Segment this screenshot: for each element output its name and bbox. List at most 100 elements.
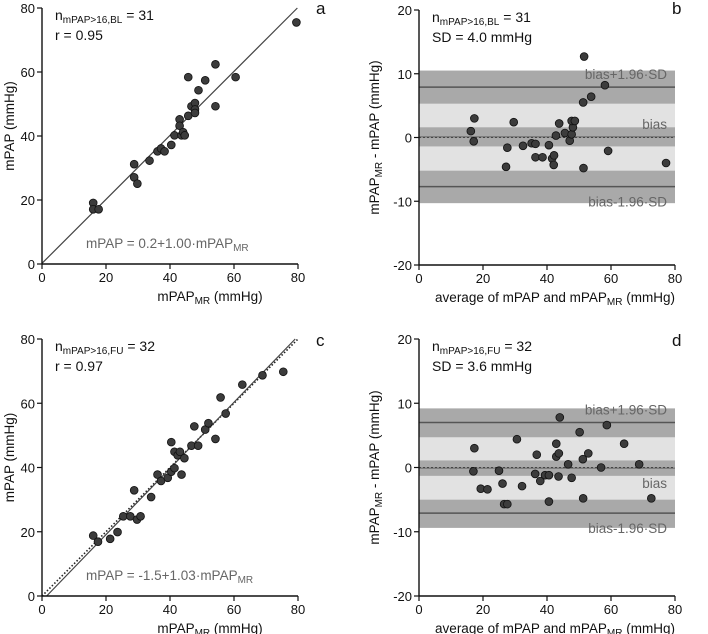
y-tick-label: -10 [393,525,412,540]
data-point [175,121,184,131]
data-point [579,52,589,61]
y-tick-label: 10 [398,396,412,411]
data-point [145,156,154,165]
data-point [517,481,527,491]
data-point [183,72,193,82]
panel-letter: c [316,331,325,350]
data-point [94,204,103,214]
x-axis-label: mPAPMR (mmHg) [157,289,262,307]
y-tick-label: -10 [393,194,412,209]
panel-letter: b [672,0,681,18]
data-point [535,476,545,486]
data-point [503,499,512,509]
data-point [177,470,186,479]
x-tick-label: 60 [604,602,618,617]
text-part: MR [233,243,249,254]
data-point [596,463,606,472]
data-point [170,131,179,140]
text-part: MR [607,628,623,634]
upper-loa-label: bias+1.96·SD [585,403,667,418]
data-point [600,80,610,90]
text-part: mPAP>16,FU [63,346,124,357]
data-point [133,179,142,188]
data-point [204,418,213,428]
data-point [170,463,179,473]
data-point [129,486,139,495]
text-part: n [432,338,440,354]
text-part: MR [195,296,211,307]
x-axis-label: mPAPMR (mmHg) [157,621,262,634]
text-part: mPAP [367,177,382,214]
text-part: - mPAP (mmHg) [367,60,382,162]
data-point [211,434,220,444]
sd-annotation: SD = 4.0 mmHg [432,29,532,45]
x-tick-label: 0 [415,602,422,617]
text-part: mPAP [367,507,382,544]
data-point [146,492,156,502]
lower-loa-label: bias-1.96·SD [588,521,667,536]
panel-letter: d [672,331,681,350]
text-part: = 32 [500,338,532,354]
data-point [544,140,554,150]
data-point [136,512,145,521]
data-point [544,470,554,480]
y-tick-label: 20 [21,193,35,208]
sample-size-annotation: nmPAP>16,FU = 32 [432,338,532,357]
data-point [619,439,629,449]
data-point [494,466,504,476]
data-point [211,101,220,111]
data-point [216,393,225,402]
regression-equation: mPAP = 0.2+1.00·mPAPMR [86,236,249,254]
y-tick-label: 0 [28,257,35,272]
x-tick-label: 80 [668,271,682,286]
data-point [292,18,301,27]
x-tick-label: 80 [668,602,682,617]
data-point [578,454,588,464]
text-part: n [55,338,63,354]
data-point [531,139,540,149]
text-part: mPAP [157,621,194,634]
x-tick-label: 40 [540,271,554,286]
x-axis-label: average of mPAP and mPAPMR (mmHg) [435,621,675,634]
x-tick-label: 20 [476,271,490,286]
data-point [532,450,542,459]
y-tick-label: -20 [393,589,412,604]
text-part: (mmHg) [210,289,263,304]
data-point [238,380,247,389]
x-tick-label: 20 [99,270,113,285]
data-point [551,439,561,449]
data-point [647,494,656,503]
text-part: (mmHg) [210,621,263,634]
text-part: MR [374,492,385,508]
upper-loa-label: bias+1.96·SD [585,67,667,82]
y-tick-label: 10 [398,67,412,82]
data-point [469,137,479,146]
y-tick-label: 20 [398,332,412,347]
y-tick-label: 0 [405,461,412,476]
sd-annotation: SD = 3.6 mmHg [432,358,532,374]
x-tick-label: 80 [291,270,305,285]
data-point [579,163,588,173]
data-point [551,131,561,140]
data-point [583,449,593,458]
x-tick-label: 0 [38,602,45,617]
x-axis-label: average of mPAP and mPAPMR (mmHg) [435,290,675,308]
text-part: MR [374,162,385,178]
data-point [180,131,190,140]
regression-equation: mPAP = -1.5+1.03·mPAPMR [86,568,253,586]
text-part: = 32 [123,338,155,354]
x-tick-label: 60 [227,270,241,285]
data-point [530,469,540,479]
data-point [586,92,596,101]
y-axis-label: mPAP (mmHg) [2,413,17,503]
data-point [603,146,613,156]
bias-label: bias [642,117,667,132]
data-point [501,162,511,172]
regression-line [41,7,298,264]
y-axis-label: mPAP (mmHg) [2,81,17,171]
y-tick-label: 40 [21,461,35,476]
x-tick-label: 20 [476,602,490,617]
